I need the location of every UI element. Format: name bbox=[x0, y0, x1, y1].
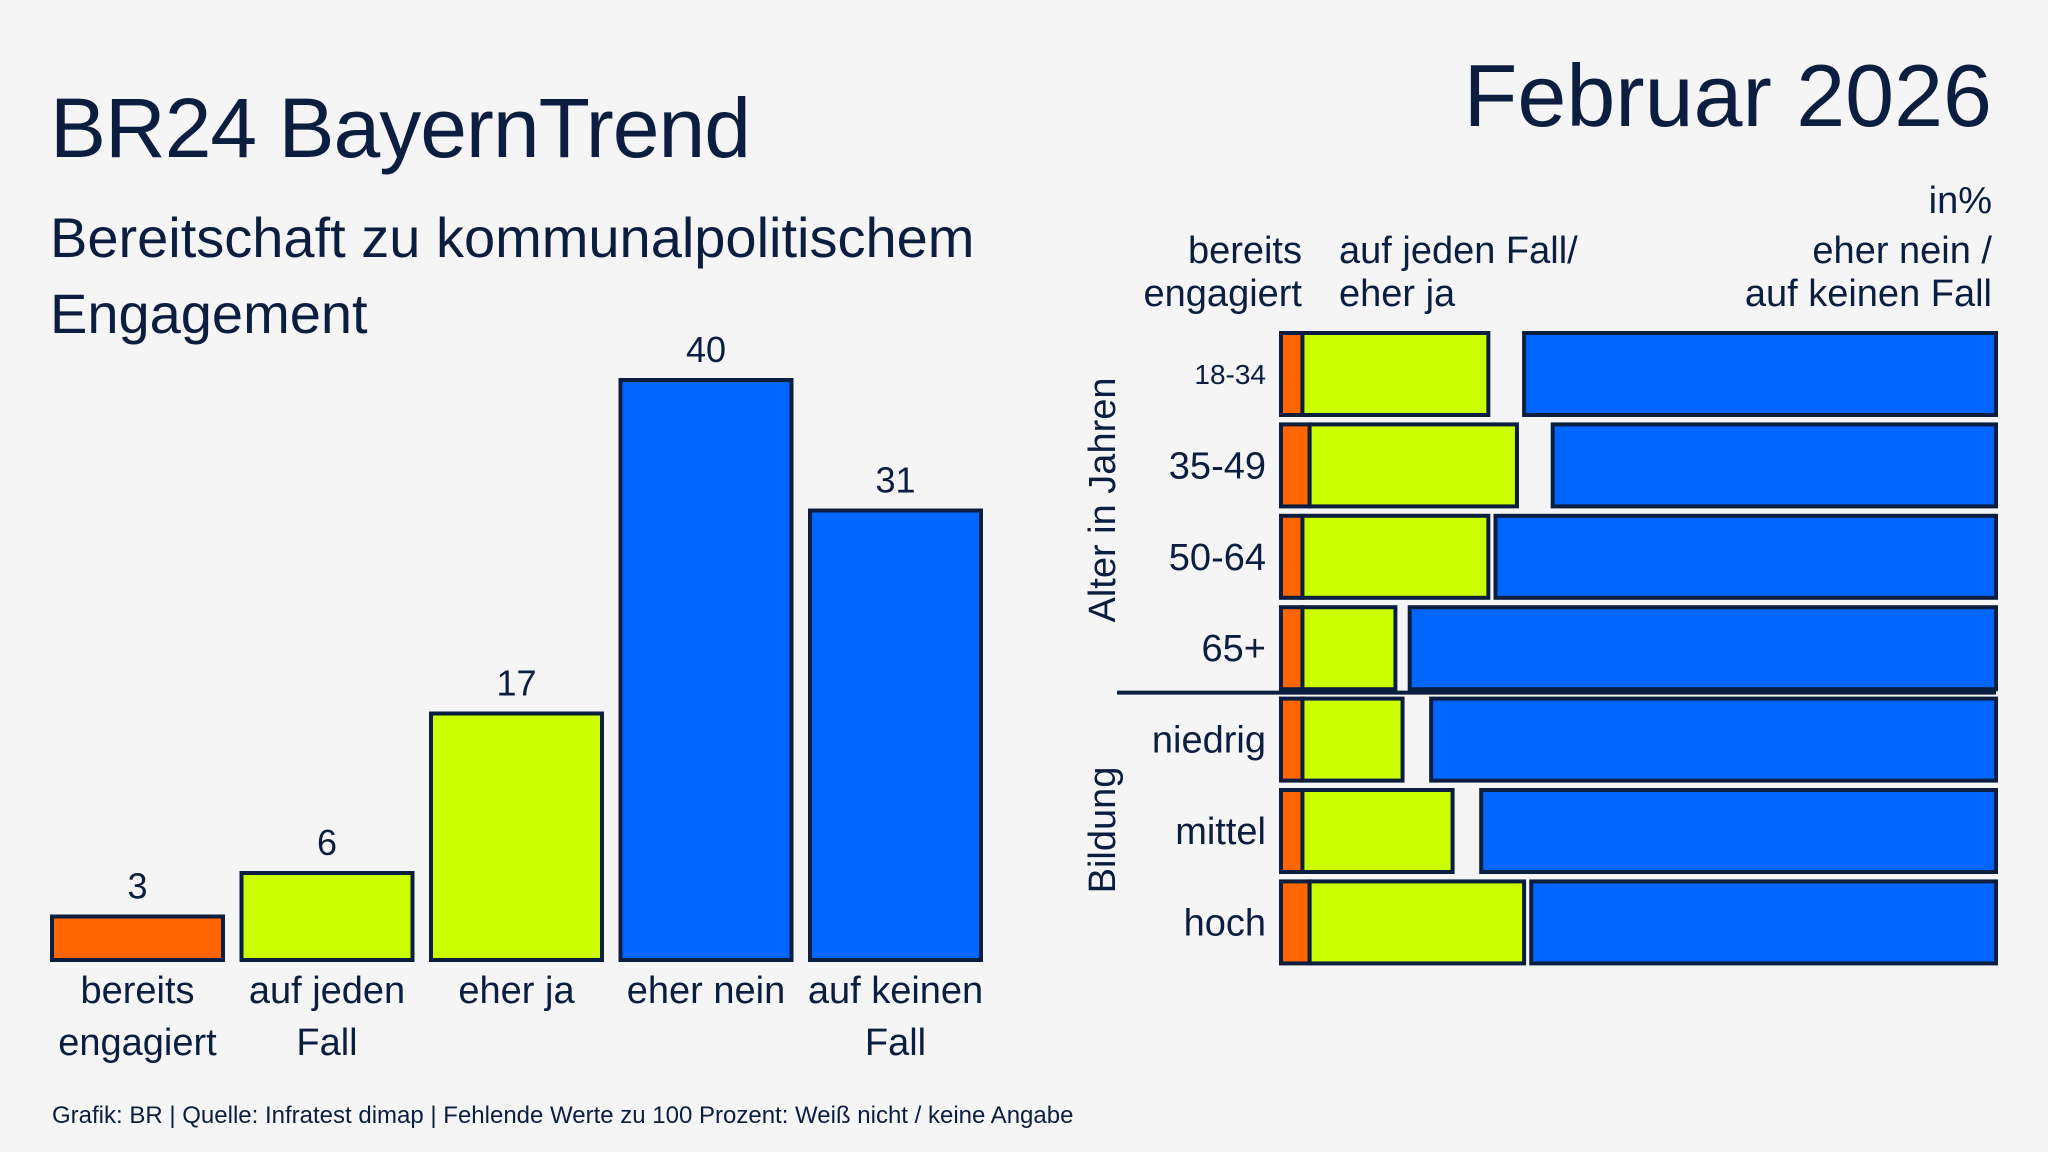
bar-segment-no bbox=[1429, 696, 1998, 783]
bar-segment-yes bbox=[1307, 879, 1527, 966]
header-engaged: bereits engagiert bbox=[1144, 230, 1302, 316]
row-label: 65+ bbox=[1202, 628, 1266, 670]
bar-segment-no bbox=[1479, 788, 1998, 874]
header-line: eher nein / bbox=[1812, 230, 1992, 272]
subtitle-line: Bereitschaft zu kommunalpolitischem bbox=[50, 206, 975, 269]
bar-segment-no bbox=[1407, 605, 1998, 692]
row-label: 50-64 bbox=[1169, 537, 1266, 579]
bar-segment-engaged bbox=[1279, 331, 1305, 417]
category-label: Fall bbox=[296, 1022, 357, 1064]
subtitle-line: Engagement bbox=[50, 282, 368, 345]
category-label: auf keinen bbox=[808, 970, 983, 1012]
bar-segment-engaged bbox=[1279, 513, 1305, 600]
bar-segment-engaged bbox=[1279, 605, 1305, 692]
header-no: eher nein / auf keinen Fall bbox=[1745, 230, 1992, 316]
bar-segment-yes bbox=[1300, 696, 1405, 783]
category-label: engagiert bbox=[58, 1022, 217, 1064]
date-label: Februar 2026 bbox=[1463, 46, 1992, 145]
bar-segment-engaged bbox=[1279, 788, 1305, 874]
header-line: engagiert bbox=[1143, 273, 1302, 315]
bar-segment-engaged bbox=[1279, 696, 1305, 783]
bar-segment-yes bbox=[1300, 788, 1455, 874]
header-yes: auf jeden Fall/ eher ja bbox=[1339, 230, 1578, 316]
data-label: 40 bbox=[686, 329, 726, 370]
bar bbox=[50, 914, 225, 962]
bar bbox=[239, 871, 415, 962]
bar-segment-engaged bbox=[1279, 422, 1312, 509]
bar bbox=[808, 508, 983, 962]
header-line: eher ja bbox=[1339, 273, 1456, 315]
row-label: hoch bbox=[1184, 902, 1266, 944]
unit-label: in% bbox=[1928, 180, 1992, 222]
header-line: auf jeden Fall/ bbox=[1339, 230, 1578, 272]
category-label: eher ja bbox=[458, 970, 575, 1012]
bar-segment-no bbox=[1529, 879, 1998, 966]
chart-title: BR24 BayernTrend bbox=[50, 81, 751, 175]
bar-segment-no bbox=[1550, 422, 1998, 509]
bar-segment-no bbox=[1493, 513, 1998, 600]
row-label: 18-34 bbox=[1194, 359, 1266, 390]
bar-segment-yes bbox=[1307, 422, 1519, 509]
data-label: 6 bbox=[317, 822, 337, 863]
bar-segment-yes bbox=[1300, 331, 1491, 417]
bar-segment-no bbox=[1522, 331, 1998, 417]
category-label: eher nein bbox=[627, 970, 785, 1012]
bar-segment-yes bbox=[1300, 513, 1491, 600]
footer-source: Grafik: BR | Quelle: Infratest dimap | F… bbox=[52, 1102, 1074, 1129]
header-line: bereits bbox=[1187, 230, 1302, 272]
category-label: bereits bbox=[80, 970, 194, 1012]
category-label: auf jeden bbox=[249, 970, 405, 1012]
data-label: 31 bbox=[875, 460, 915, 501]
row-label: 35-49 bbox=[1169, 445, 1266, 487]
header-line: auf keinen Fall bbox=[1744, 273, 1992, 315]
bar bbox=[429, 711, 604, 962]
row-label: niedrig bbox=[1152, 720, 1266, 762]
data-label: 3 bbox=[127, 866, 147, 907]
bar bbox=[618, 378, 794, 962]
chart-subtitle: Bereitschaft zu kommunalpolitischem Enga… bbox=[50, 200, 1150, 352]
bar-segment-yes bbox=[1300, 605, 1398, 692]
category-label: Fall bbox=[865, 1022, 926, 1064]
data-label: 17 bbox=[496, 663, 536, 704]
row-label: mittel bbox=[1175, 811, 1266, 853]
bar-segment-engaged bbox=[1279, 879, 1312, 966]
